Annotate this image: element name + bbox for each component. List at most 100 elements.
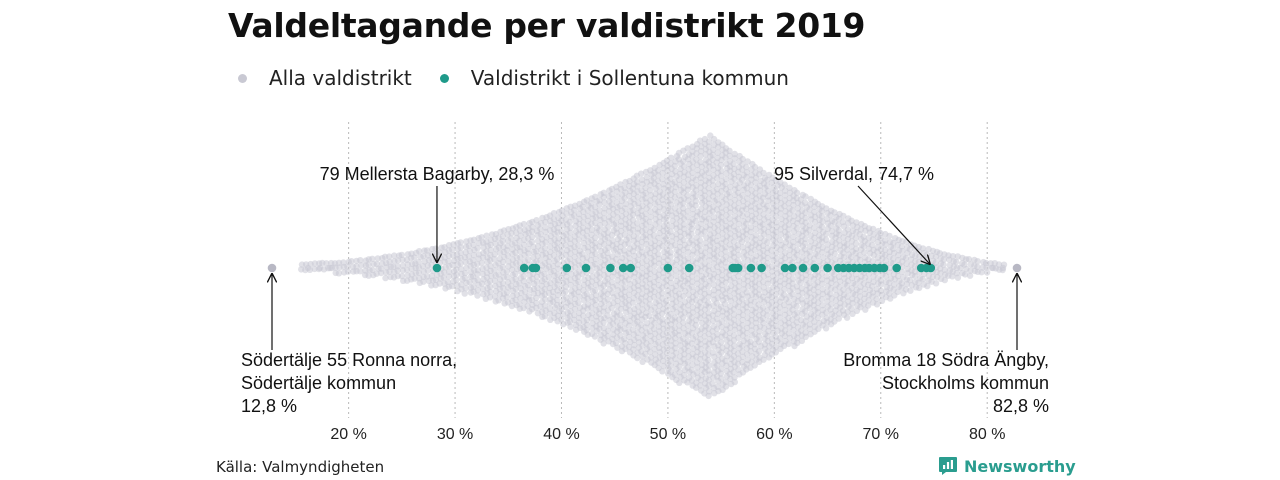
district-point bbox=[780, 301, 788, 309]
district-point bbox=[735, 184, 742, 192]
district-point bbox=[344, 268, 352, 275]
district-point bbox=[550, 210, 558, 217]
sollentuna-point bbox=[606, 263, 615, 273]
district-point bbox=[756, 328, 763, 335]
district-point bbox=[542, 239, 549, 246]
district-point bbox=[491, 255, 498, 263]
district-point bbox=[626, 322, 633, 329]
district-point bbox=[533, 217, 540, 224]
district-point bbox=[965, 256, 973, 263]
district-point bbox=[541, 302, 549, 309]
district-point bbox=[629, 299, 636, 306]
district-point bbox=[765, 187, 772, 194]
district-point bbox=[316, 264, 324, 272]
district-point bbox=[508, 235, 515, 242]
district-point bbox=[818, 270, 826, 277]
district-point bbox=[667, 274, 675, 282]
district-point bbox=[659, 368, 666, 375]
district-point bbox=[612, 220, 620, 227]
district-point bbox=[629, 211, 637, 218]
district-point bbox=[672, 340, 679, 347]
district-point bbox=[705, 362, 713, 369]
district-point bbox=[605, 223, 612, 231]
district-point bbox=[835, 315, 842, 322]
district-point bbox=[617, 181, 624, 188]
district-point bbox=[537, 257, 544, 264]
district-point bbox=[655, 234, 662, 242]
district-point bbox=[504, 273, 511, 281]
district-point bbox=[470, 283, 477, 290]
district-point bbox=[520, 220, 528, 228]
district-point bbox=[689, 164, 696, 171]
district-point bbox=[604, 249, 611, 257]
district-point bbox=[776, 189, 784, 197]
district-point bbox=[743, 195, 751, 202]
district-point bbox=[815, 325, 822, 333]
district-point bbox=[705, 293, 712, 301]
annotation-label: Södertälje 55 Ronna norra, bbox=[241, 350, 457, 370]
district-point bbox=[449, 261, 456, 269]
district-point bbox=[718, 349, 725, 356]
district-point bbox=[684, 358, 691, 366]
district-point bbox=[744, 308, 751, 316]
district-point bbox=[398, 251, 405, 259]
district-point bbox=[676, 363, 683, 370]
sollentuna-point bbox=[926, 263, 936, 273]
district-point bbox=[684, 192, 691, 199]
district-point bbox=[592, 250, 599, 257]
district-point bbox=[693, 369, 701, 376]
district-point bbox=[487, 246, 494, 254]
district-point bbox=[701, 254, 708, 262]
district-point bbox=[940, 261, 947, 268]
district-point bbox=[680, 252, 687, 259]
district-point bbox=[474, 292, 481, 299]
district-point bbox=[789, 290, 796, 298]
district-point bbox=[449, 246, 456, 253]
district-point bbox=[680, 372, 688, 379]
district-point bbox=[672, 272, 680, 279]
district-point bbox=[949, 273, 956, 280]
district-point bbox=[579, 203, 586, 210]
district-point bbox=[772, 265, 780, 272]
district-point bbox=[399, 262, 407, 269]
district-point bbox=[483, 232, 490, 239]
district-point bbox=[730, 369, 737, 376]
district-point bbox=[647, 213, 654, 221]
district-point bbox=[600, 340, 607, 347]
district-point bbox=[718, 167, 725, 175]
district-point bbox=[508, 230, 515, 237]
district-point bbox=[726, 193, 733, 201]
district-point bbox=[629, 226, 637, 234]
district-point bbox=[768, 247, 775, 254]
district-point bbox=[915, 279, 922, 286]
brand-name: Newsworthy bbox=[964, 456, 1076, 476]
district-point bbox=[697, 345, 704, 352]
district-point bbox=[793, 251, 801, 259]
district-point bbox=[680, 225, 688, 232]
district-point bbox=[743, 220, 750, 227]
district-point bbox=[890, 255, 897, 262]
district-point bbox=[793, 189, 801, 196]
district-point bbox=[680, 163, 688, 170]
district-point bbox=[596, 207, 603, 214]
extreme-district-point bbox=[1012, 263, 1022, 273]
district-point bbox=[696, 137, 704, 144]
district-point bbox=[634, 193, 641, 201]
district-point bbox=[587, 256, 595, 264]
district-point bbox=[726, 189, 733, 196]
district-point bbox=[706, 226, 713, 233]
district-point bbox=[705, 392, 712, 400]
district-point bbox=[739, 155, 746, 163]
district-point bbox=[739, 316, 746, 324]
district-point bbox=[625, 291, 633, 298]
district-point bbox=[634, 183, 641, 190]
district-point bbox=[642, 335, 649, 342]
district-point bbox=[886, 232, 893, 240]
district-point bbox=[478, 280, 486, 287]
district-point bbox=[899, 247, 906, 255]
district-point bbox=[847, 253, 855, 261]
district-point bbox=[776, 194, 783, 201]
district-point bbox=[639, 264, 646, 272]
x-tick-label: 60 % bbox=[756, 426, 792, 443]
district-point bbox=[487, 262, 494, 270]
